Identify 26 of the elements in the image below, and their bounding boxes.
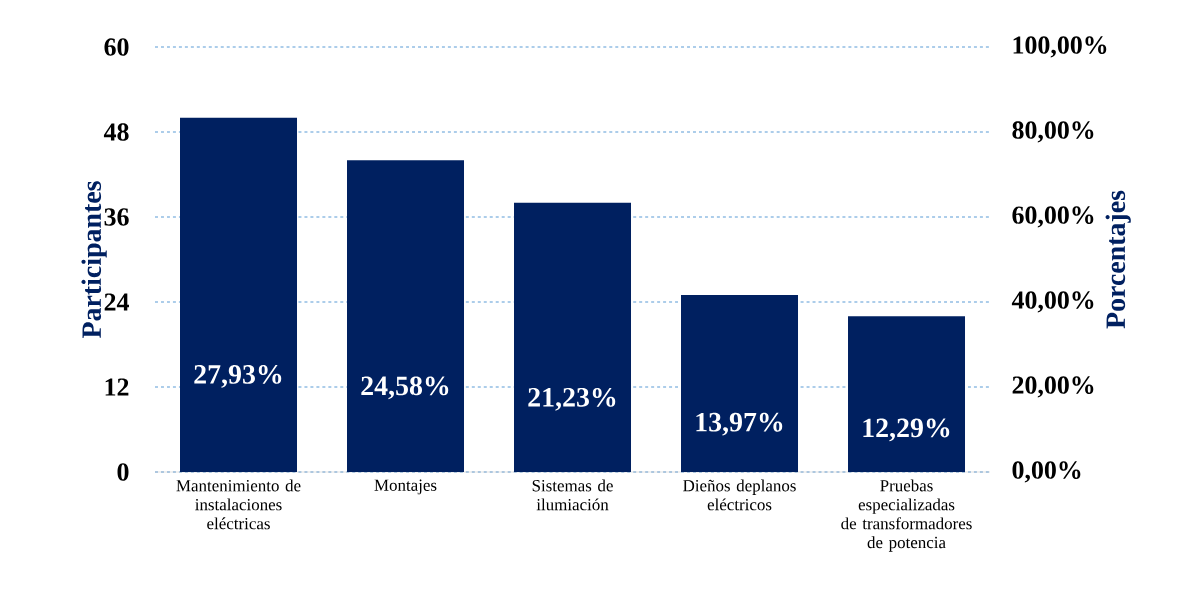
bar [681, 294, 799, 472]
annotation: 24,58% [361, 376, 449, 400]
y2-axis-title: Porcentajes [1105, 190, 1131, 329]
y2-tick-label: 0,00% [1012, 461, 1081, 483]
bar [848, 316, 966, 472]
x-tick-label: Sistemas de ilumiación [532, 479, 613, 511]
y2-tick-label: 100,00% [1013, 36, 1107, 58]
x-tick-label: Pruebas especializadas de transformadores de potencia [841, 479, 972, 552]
annotation: 13,97% [696, 412, 783, 436]
y2-tick-label: 40,00% [1011, 291, 1094, 313]
y-tick-label: 60 [104, 38, 129, 56]
annotation: 21,23% [528, 387, 616, 411]
bar [514, 202, 631, 472]
y-tick-label: 0 [117, 463, 129, 481]
y2-tick-label: 60,00% [1012, 206, 1094, 228]
x-tick-label: Montajes [374, 479, 437, 495]
bar [180, 117, 297, 472]
x-tick-label: Dieños deplanos eléctricos [683, 479, 796, 511]
y-tick-label: 12 [105, 378, 129, 396]
y2-tick-label: 20,00% [1012, 376, 1094, 398]
y-tick-label: 48 [103, 123, 129, 141]
annotation: 12,29% [863, 418, 950, 442]
annotation: 27,93% [194, 364, 282, 388]
y2-tick-label: 80,00% [1012, 121, 1094, 143]
bar [347, 160, 464, 472]
x-tick-label: Mantenimiento de instalaciones eléctricas [176, 479, 301, 530]
